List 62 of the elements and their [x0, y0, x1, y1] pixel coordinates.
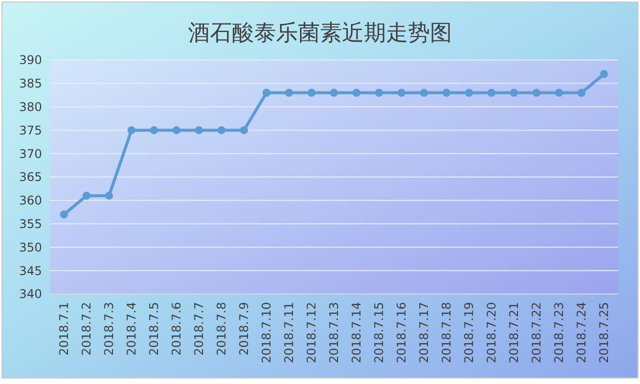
point: [465, 88, 473, 97]
y-tick-label: 355: [19, 217, 42, 231]
x-tick-label: 2018.7.9: [237, 302, 251, 356]
x-tick-label: 2018.7.22: [530, 302, 544, 364]
x-tick-label: 2018.7.11: [282, 302, 296, 364]
y-tick-label: 360: [19, 194, 42, 208]
x-tick-label: 2018.7.18: [440, 302, 454, 364]
x-tick-label: 2018.7.14: [350, 302, 364, 364]
point: [398, 88, 406, 97]
point: [532, 88, 540, 97]
point: [60, 210, 68, 218]
y-tick-label: 370: [19, 146, 42, 161]
point: [150, 126, 158, 134]
point: [330, 88, 338, 97]
y-tick-label: 375: [19, 123, 42, 138]
x-tick-label: 2018.7.8: [214, 302, 228, 356]
x-tick-label: 2018.7.15: [372, 302, 386, 364]
x-tick-label: 2018.7.20: [484, 302, 498, 364]
x-tick-label: 2018.7.3: [102, 302, 116, 356]
y-tick-label: 345: [19, 264, 42, 278]
x-tick-label: 2018.7.6: [170, 302, 184, 356]
point: [172, 126, 180, 134]
point: [262, 88, 270, 97]
point: [105, 192, 113, 200]
x-tick-label: 2018.7.7: [192, 302, 206, 356]
point: [128, 126, 136, 134]
x-tick-label: 2018.7.16: [394, 302, 408, 364]
point: [420, 88, 428, 97]
x-tick-label: 2018.7.25: [597, 302, 611, 364]
y-tick-label: 390: [19, 53, 42, 68]
x-tick-label: 2018.7.13: [327, 302, 341, 364]
x-tick-label: 2018.7.4: [124, 302, 138, 356]
point: [375, 88, 383, 97]
x-tick-label: 2018.7.12: [304, 302, 318, 364]
x-tick-label: 2018.7.21: [507, 302, 521, 364]
point: [352, 88, 360, 97]
y-tick-label: 385: [19, 76, 42, 91]
y-tick-label: 365: [19, 170, 42, 184]
point: [578, 88, 586, 97]
y-tick-label: 340: [19, 287, 42, 302]
x-tick-label: 2018.7.10: [260, 302, 274, 364]
x-tick-label: 2018.7.19: [462, 302, 476, 364]
point: [600, 70, 608, 78]
x-tick-label: 2018.7.5: [147, 302, 161, 356]
point: [240, 126, 248, 134]
point: [82, 192, 90, 200]
x-tick-label: 2018.7.1: [57, 302, 71, 356]
point: [488, 88, 496, 97]
point: [442, 88, 450, 97]
chart-title: 酒石酸泰乐菌素近期走势图: [188, 21, 452, 46]
x-tick-label: 2018.7.24: [574, 302, 588, 364]
point: [308, 88, 316, 97]
point: [510, 88, 518, 97]
point: [555, 88, 563, 97]
point: [195, 126, 203, 134]
y-tick-label: 350: [19, 240, 42, 254]
y-tick-label: 380: [19, 100, 42, 114]
x-tick-label: 2018.7.2: [80, 302, 94, 356]
point: [218, 126, 226, 134]
x-tick-label: 2018.7.17: [417, 302, 431, 364]
point: [285, 88, 293, 97]
x-tick-label: 2018.7.23: [552, 302, 566, 364]
